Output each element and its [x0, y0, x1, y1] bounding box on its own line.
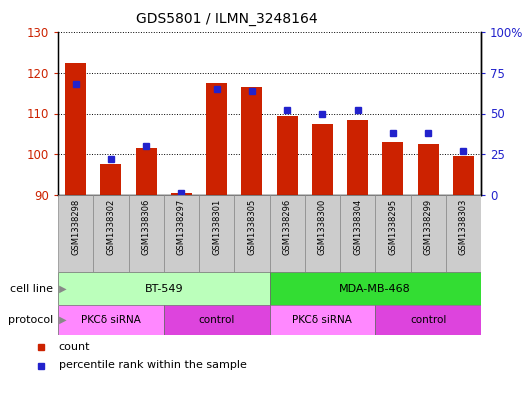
Text: control: control: [410, 315, 446, 325]
Text: GSM1338297: GSM1338297: [177, 199, 186, 255]
Bar: [100, 164, 121, 195]
Text: GSM1338298: GSM1338298: [71, 199, 80, 255]
Bar: [58, 195, 93, 272]
Bar: [347, 119, 368, 195]
Text: MDA-MB-468: MDA-MB-468: [339, 283, 411, 294]
Text: GSM1338304: GSM1338304: [353, 199, 362, 255]
Bar: [164, 195, 199, 272]
Text: BT-549: BT-549: [144, 283, 183, 294]
Text: ▶: ▶: [55, 315, 66, 325]
Text: protocol: protocol: [8, 315, 53, 325]
Bar: [199, 195, 234, 272]
Bar: [446, 195, 481, 272]
Text: ▶: ▶: [55, 283, 66, 294]
Bar: [234, 195, 269, 272]
Bar: [277, 116, 298, 195]
Bar: [269, 195, 305, 272]
Bar: [375, 195, 411, 272]
Bar: [411, 195, 446, 272]
Text: count: count: [59, 342, 90, 351]
Text: PKCδ siRNA: PKCδ siRNA: [292, 315, 353, 325]
Bar: [417, 144, 439, 195]
Bar: [171, 193, 192, 195]
Text: cell line: cell line: [10, 283, 53, 294]
Bar: [129, 195, 164, 272]
Bar: [58, 272, 269, 305]
Text: PKCδ siRNA: PKCδ siRNA: [81, 315, 141, 325]
Text: GSM1338302: GSM1338302: [106, 199, 116, 255]
Bar: [269, 272, 481, 305]
Text: GSM1338300: GSM1338300: [318, 199, 327, 255]
Bar: [135, 148, 157, 195]
Text: GSM1338305: GSM1338305: [247, 199, 256, 255]
Bar: [382, 142, 403, 195]
Bar: [269, 305, 375, 335]
Bar: [312, 124, 333, 195]
Bar: [340, 195, 375, 272]
Bar: [305, 195, 340, 272]
Bar: [206, 83, 227, 195]
Text: GSM1338306: GSM1338306: [142, 199, 151, 255]
Bar: [164, 305, 269, 335]
Bar: [241, 87, 263, 195]
Bar: [58, 305, 164, 335]
Bar: [375, 305, 481, 335]
Text: GSM1338295: GSM1338295: [389, 199, 397, 255]
Text: GSM1338296: GSM1338296: [282, 199, 292, 255]
Text: GSM1338303: GSM1338303: [459, 199, 468, 255]
Bar: [93, 195, 129, 272]
Text: GDS5801 / ILMN_3248164: GDS5801 / ILMN_3248164: [137, 12, 318, 26]
Text: GSM1338301: GSM1338301: [212, 199, 221, 255]
Bar: [65, 62, 86, 195]
Bar: [453, 156, 474, 195]
Text: control: control: [198, 315, 235, 325]
Text: percentile rank within the sample: percentile rank within the sample: [59, 360, 247, 371]
Text: GSM1338299: GSM1338299: [424, 199, 433, 255]
